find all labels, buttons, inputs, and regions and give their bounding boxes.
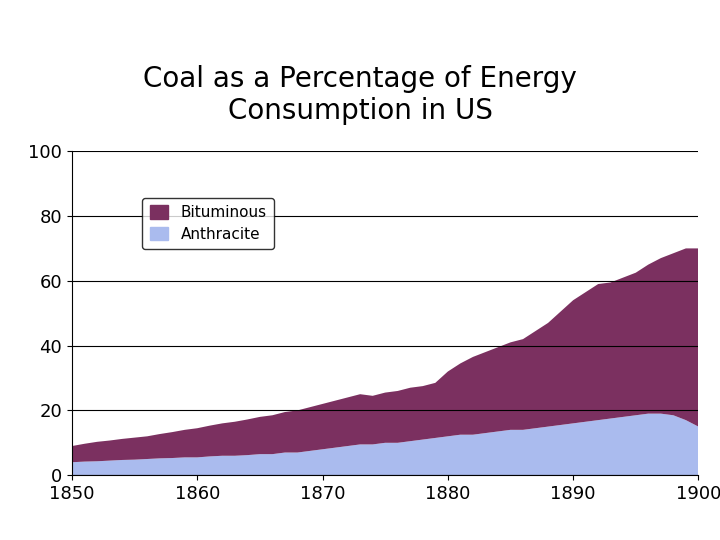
Legend: Bituminous, Anthracite: Bituminous, Anthracite	[143, 198, 274, 249]
Text: Coal as a Percentage of Energy
Consumption in US: Coal as a Percentage of Energy Consumpti…	[143, 65, 577, 125]
